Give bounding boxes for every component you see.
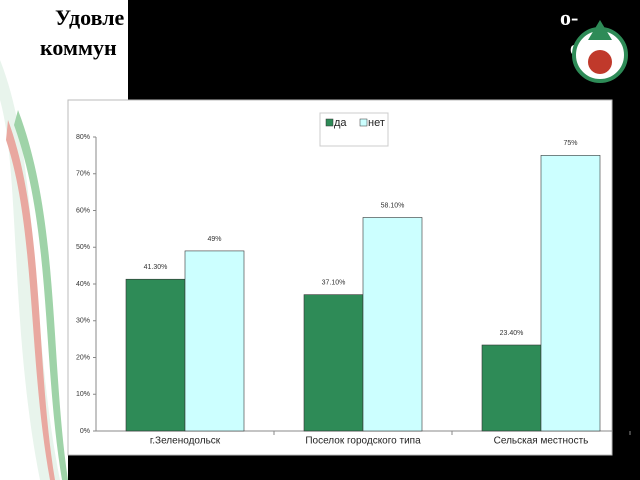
y-tick-label: 20% [76,354,90,361]
bar [481,344,542,432]
data-label: 23.40% [500,330,524,337]
data-label: 37.10% [322,280,346,287]
y-tick-label: 80% [76,134,90,141]
occluder [128,0,640,100]
data-label: 58.10% [381,202,405,209]
y-tick-label: 10% [76,391,90,398]
decor-swoosh [14,110,68,480]
title-fragment: коммун [40,35,117,60]
title-fragment: Удовле [55,5,125,30]
x-tick-label: Поселок городского типа [305,436,421,447]
y-tick-label: 60% [76,207,90,214]
legend-label: да [334,117,347,129]
y-tick-label: 0% [80,428,90,435]
logo [588,50,612,74]
decor-swoosh [6,120,55,480]
occluder [612,0,640,480]
bar [125,278,186,432]
logo [588,20,612,40]
data-label: 75% [563,140,577,147]
occluder [68,455,640,480]
bar [184,250,245,432]
y-tick-label: 40% [76,281,90,288]
x-tick-label: г.Зеленодольск [150,436,221,447]
x-tick-label: Сельская местность [494,436,589,447]
legend-label: нет [368,117,385,129]
data-label: 41.30% [144,264,168,271]
bar [540,155,601,432]
y-tick-label: 70% [76,171,90,178]
data-label: 49% [207,236,221,243]
chart: 0% 10% 20% 30% 40% 50% 60% 70% 80% г.Зеленодольск… [76,112,631,447]
legend-swatch [325,118,334,127]
title-fragment: о- [560,5,578,30]
bar [362,217,423,432]
bar [303,294,364,432]
y-tick-label: 50% [76,244,90,251]
legend-box [319,112,389,147]
y-tick-label: 30% [76,318,90,325]
legend-swatch [359,118,368,127]
